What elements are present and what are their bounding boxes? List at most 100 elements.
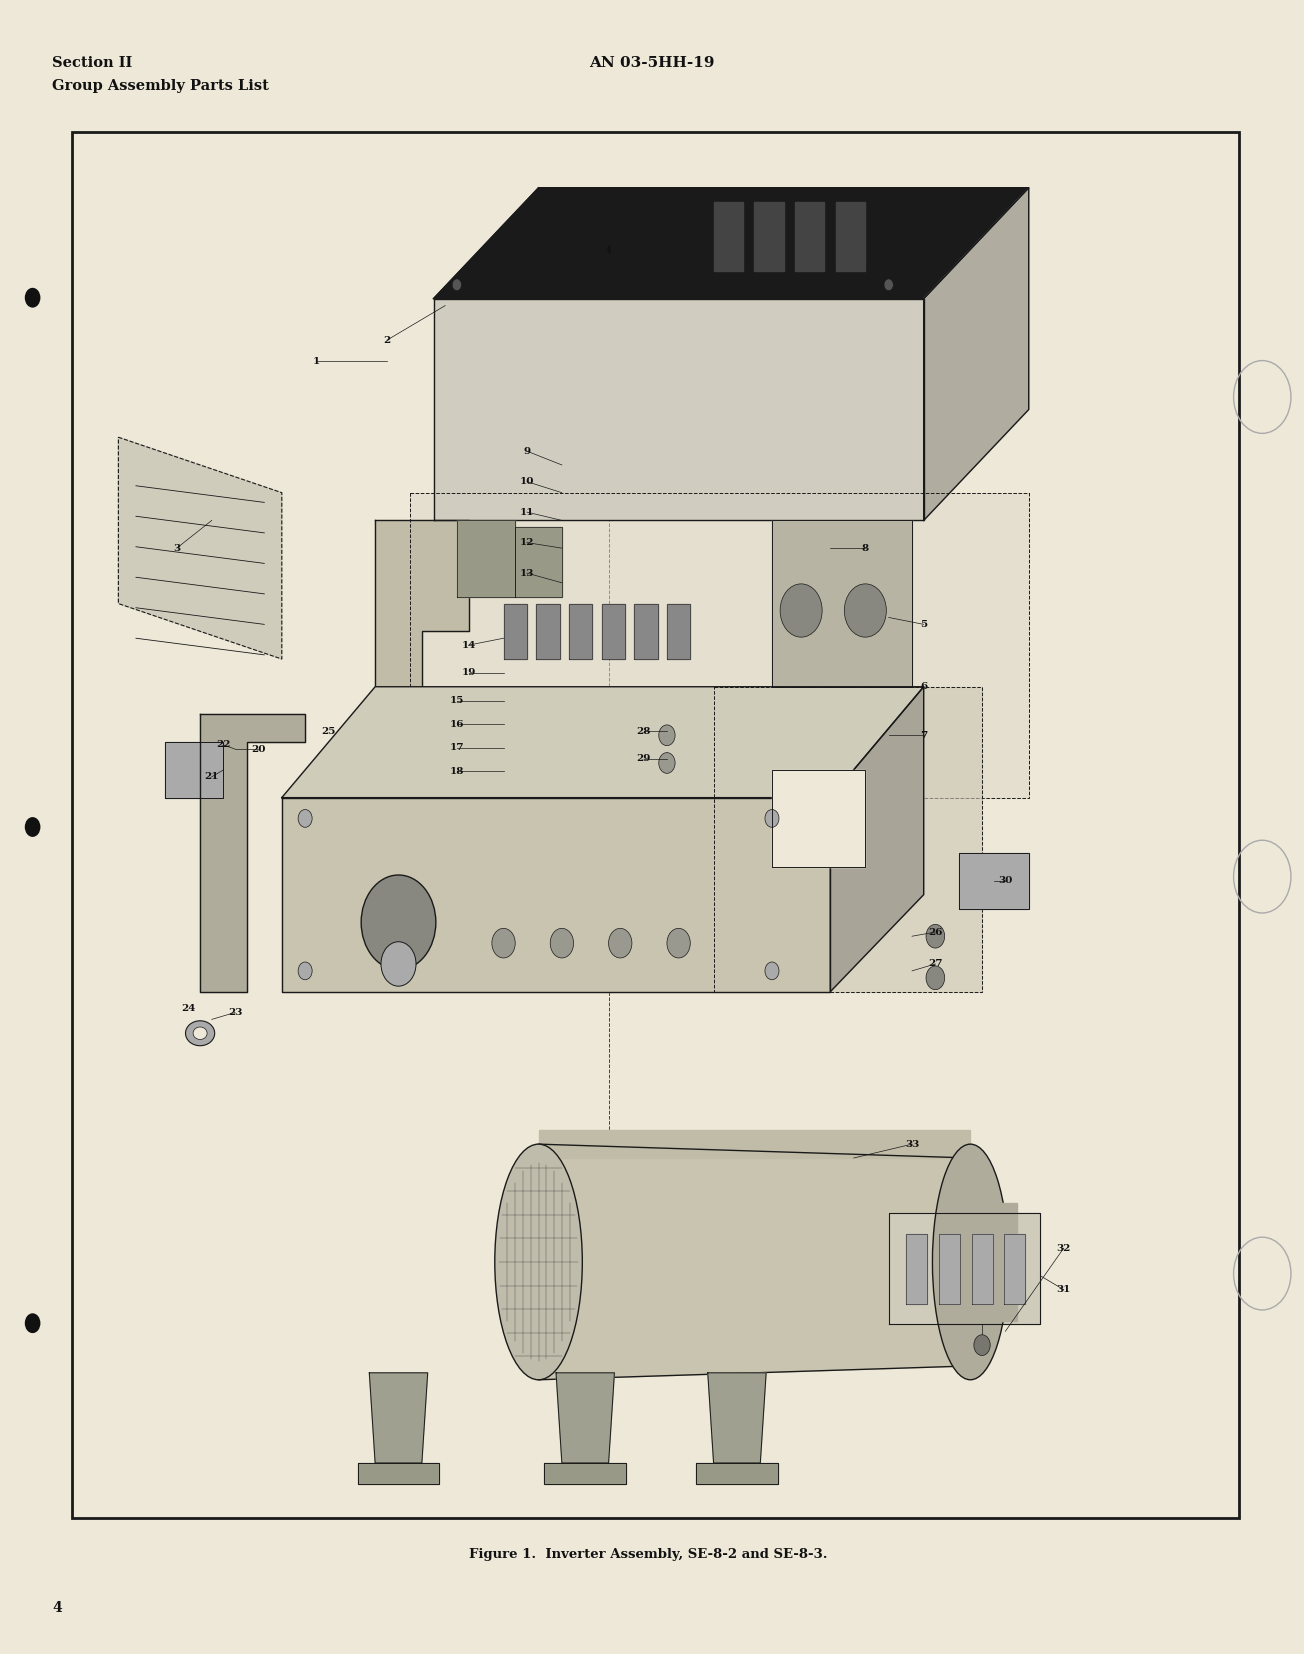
Polygon shape <box>536 604 559 658</box>
Polygon shape <box>539 1145 970 1379</box>
Text: 2: 2 <box>383 336 390 344</box>
Text: 32: 32 <box>1056 1244 1071 1252</box>
Text: 30: 30 <box>998 877 1013 885</box>
Polygon shape <box>569 604 592 658</box>
Polygon shape <box>433 189 1029 299</box>
Polygon shape <box>772 769 866 867</box>
Text: 17: 17 <box>450 743 464 753</box>
Circle shape <box>884 280 893 291</box>
Polygon shape <box>119 437 282 658</box>
Circle shape <box>550 928 574 958</box>
Polygon shape <box>544 1462 626 1484</box>
Polygon shape <box>1004 1234 1025 1303</box>
Polygon shape <box>539 1130 970 1158</box>
Polygon shape <box>923 189 1029 521</box>
Text: 4: 4 <box>605 246 612 255</box>
Polygon shape <box>556 1373 614 1462</box>
Circle shape <box>361 875 436 969</box>
Text: 26: 26 <box>928 928 943 936</box>
Text: 7: 7 <box>921 731 927 739</box>
Text: 16: 16 <box>450 719 464 729</box>
Text: 5: 5 <box>921 620 927 629</box>
Text: 18: 18 <box>450 767 464 776</box>
Polygon shape <box>376 521 468 743</box>
Circle shape <box>452 280 462 291</box>
Polygon shape <box>708 1373 767 1462</box>
Text: 6: 6 <box>921 681 927 691</box>
Text: 9: 9 <box>523 447 531 455</box>
Polygon shape <box>515 528 562 597</box>
Ellipse shape <box>932 1145 1008 1379</box>
Polygon shape <box>971 1234 992 1303</box>
Text: 15: 15 <box>450 696 464 705</box>
Circle shape <box>381 941 416 986</box>
Text: 29: 29 <box>636 754 651 762</box>
Ellipse shape <box>193 1027 207 1039</box>
Text: 24: 24 <box>181 1004 196 1012</box>
Polygon shape <box>713 202 743 271</box>
Text: 25: 25 <box>321 726 335 736</box>
Text: 19: 19 <box>462 668 476 678</box>
Circle shape <box>609 928 632 958</box>
Polygon shape <box>888 1214 1041 1325</box>
Polygon shape <box>282 797 831 992</box>
Polygon shape <box>282 686 923 797</box>
Text: Section II: Section II <box>52 56 133 69</box>
Circle shape <box>926 925 944 948</box>
Text: 31: 31 <box>1056 1285 1071 1293</box>
Circle shape <box>765 963 778 979</box>
Text: Figure 1.  Inverter Assembly, SE-8-2 and SE-8-3.: Figure 1. Inverter Assembly, SE-8-2 and … <box>469 1548 828 1561</box>
Text: Group Assembly Parts List: Group Assembly Parts List <box>52 79 269 93</box>
Text: 4: 4 <box>52 1601 61 1614</box>
Polygon shape <box>958 1202 1017 1322</box>
Circle shape <box>780 584 822 637</box>
Circle shape <box>299 809 312 827</box>
Circle shape <box>25 288 40 308</box>
Text: 12: 12 <box>519 538 535 547</box>
Text: 11: 11 <box>519 508 535 516</box>
Text: 13: 13 <box>520 569 535 577</box>
Circle shape <box>659 724 675 746</box>
Circle shape <box>25 1313 40 1333</box>
Bar <box>72 132 1239 1518</box>
Circle shape <box>492 928 515 958</box>
Polygon shape <box>755 202 784 271</box>
Polygon shape <box>503 604 527 658</box>
Polygon shape <box>200 715 305 992</box>
Polygon shape <box>831 686 923 992</box>
Text: 22: 22 <box>216 741 231 749</box>
Polygon shape <box>906 1234 927 1303</box>
Circle shape <box>974 1335 990 1356</box>
Polygon shape <box>634 604 657 658</box>
Text: 33: 33 <box>905 1140 919 1148</box>
Circle shape <box>926 966 944 989</box>
Text: 3: 3 <box>173 544 180 552</box>
Polygon shape <box>958 853 1029 908</box>
Polygon shape <box>456 521 515 597</box>
Polygon shape <box>601 604 625 658</box>
Text: 21: 21 <box>205 772 219 781</box>
Polygon shape <box>795 202 824 271</box>
Ellipse shape <box>494 1145 583 1379</box>
Circle shape <box>844 584 887 637</box>
Circle shape <box>25 817 40 837</box>
Text: 14: 14 <box>462 640 476 650</box>
Text: AN 03-5HH-19: AN 03-5HH-19 <box>589 56 715 69</box>
Text: 27: 27 <box>928 959 943 969</box>
Polygon shape <box>696 1462 777 1484</box>
Polygon shape <box>357 1462 439 1484</box>
Polygon shape <box>666 604 690 658</box>
Polygon shape <box>411 493 1029 797</box>
Polygon shape <box>836 202 866 271</box>
Text: 23: 23 <box>228 1007 243 1017</box>
Polygon shape <box>166 743 223 797</box>
Text: 20: 20 <box>252 744 266 754</box>
Circle shape <box>659 753 675 774</box>
Polygon shape <box>772 521 911 686</box>
Ellipse shape <box>185 1021 215 1045</box>
Text: 1: 1 <box>313 357 321 366</box>
Text: 10: 10 <box>519 476 535 486</box>
Circle shape <box>666 928 690 958</box>
Polygon shape <box>939 1234 960 1303</box>
Circle shape <box>765 809 778 827</box>
